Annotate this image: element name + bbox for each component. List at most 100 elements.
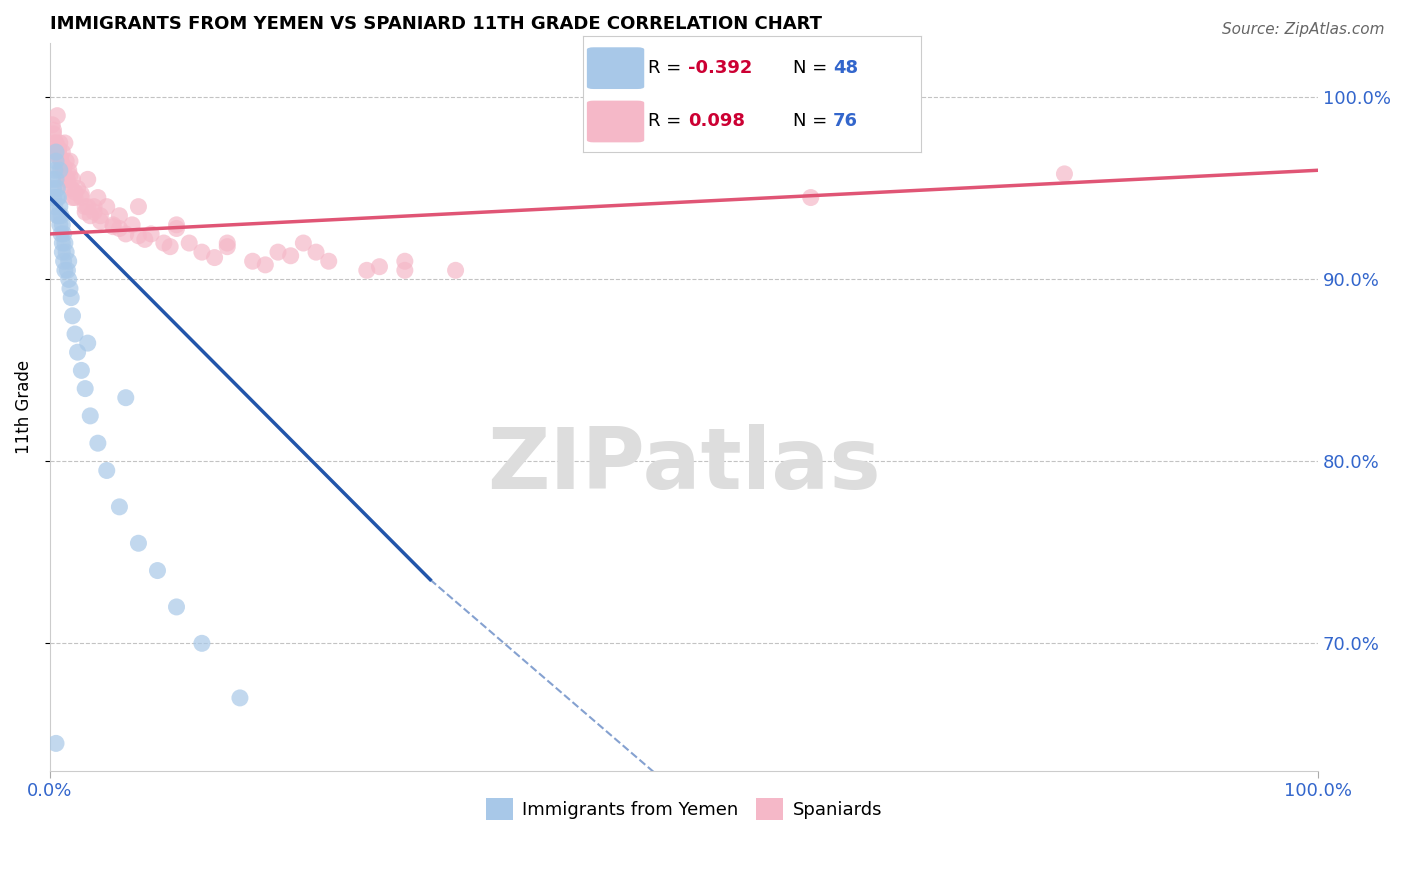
Point	[49, 227, 72, 241]
Point	[101, 219, 124, 234]
Point	[44, 200, 66, 214]
Point	[166, 599, 188, 614]
Point	[108, 500, 131, 514]
Point	[44, 163, 66, 178]
Point	[53, 235, 76, 250]
Text: R =: R =	[648, 112, 686, 130]
Point	[79, 409, 101, 423]
Legend: Immigrants from Yemen, Spaniards: Immigrants from Yemen, Spaniards	[478, 790, 889, 827]
Point	[46, 209, 69, 223]
Point	[75, 200, 97, 214]
Point	[356, 263, 378, 277]
Point	[146, 564, 169, 578]
Point	[51, 245, 73, 260]
Y-axis label: 11th Grade: 11th Grade	[15, 359, 32, 454]
Point	[108, 221, 131, 235]
Point	[58, 254, 80, 268]
Point	[53, 136, 76, 150]
Point	[53, 178, 76, 192]
Point	[444, 263, 467, 277]
Point	[75, 205, 97, 219]
Point	[45, 136, 67, 150]
Point	[166, 218, 188, 232]
Point	[42, 190, 65, 204]
Point	[242, 254, 264, 268]
Point	[56, 263, 79, 277]
Point	[394, 263, 416, 277]
Point	[280, 249, 302, 263]
Point	[52, 227, 75, 241]
Point	[53, 263, 76, 277]
Point	[45, 172, 67, 186]
Point	[62, 190, 84, 204]
Point	[60, 291, 83, 305]
Point	[75, 382, 97, 396]
Point	[63, 185, 86, 199]
Point	[66, 181, 89, 195]
Point	[45, 145, 67, 159]
Point	[49, 136, 72, 150]
Point	[204, 251, 226, 265]
Point	[191, 245, 214, 260]
Point	[89, 214, 111, 228]
Point	[42, 123, 65, 137]
Point	[254, 258, 277, 272]
Point	[292, 235, 315, 250]
Point	[267, 245, 290, 260]
Point	[42, 127, 65, 141]
Point	[79, 209, 101, 223]
Point	[63, 326, 86, 341]
Point	[59, 154, 82, 169]
Point	[56, 172, 79, 186]
Point	[114, 391, 136, 405]
Text: 48: 48	[834, 59, 858, 77]
Point	[49, 163, 72, 178]
Point	[51, 218, 73, 232]
Point	[139, 227, 162, 241]
Point	[55, 245, 77, 260]
Point	[59, 169, 82, 183]
Point	[70, 363, 93, 377]
Point	[46, 190, 69, 204]
Point	[49, 218, 72, 232]
Point	[153, 235, 176, 250]
Point	[108, 209, 131, 223]
Point	[305, 245, 328, 260]
Point	[60, 181, 83, 195]
Point	[52, 254, 75, 268]
FancyBboxPatch shape	[586, 101, 644, 143]
Point	[83, 200, 105, 214]
Point	[96, 200, 118, 214]
Point	[166, 221, 188, 235]
Point	[44, 136, 66, 150]
Point	[394, 254, 416, 268]
Point	[46, 109, 69, 123]
Point	[51, 145, 73, 159]
Point	[179, 235, 201, 250]
Point	[127, 228, 149, 243]
Point	[76, 200, 98, 214]
Point	[159, 240, 181, 254]
Point	[121, 218, 143, 232]
Point	[49, 209, 72, 223]
Text: 76: 76	[834, 112, 858, 130]
Point	[48, 190, 70, 204]
Point	[70, 186, 93, 201]
Point	[368, 260, 391, 274]
Text: R =: R =	[648, 59, 686, 77]
Point	[48, 145, 70, 159]
Point	[55, 172, 77, 186]
Point	[58, 163, 80, 178]
Point	[127, 200, 149, 214]
Point	[51, 235, 73, 250]
Point	[217, 235, 239, 250]
Text: -0.392: -0.392	[688, 59, 752, 77]
Text: 0.098: 0.098	[688, 112, 745, 130]
Point	[49, 151, 72, 165]
Point	[62, 309, 84, 323]
Point	[76, 336, 98, 351]
Point	[42, 181, 65, 195]
Point	[49, 200, 72, 214]
Point	[63, 190, 86, 204]
Point	[101, 218, 124, 232]
